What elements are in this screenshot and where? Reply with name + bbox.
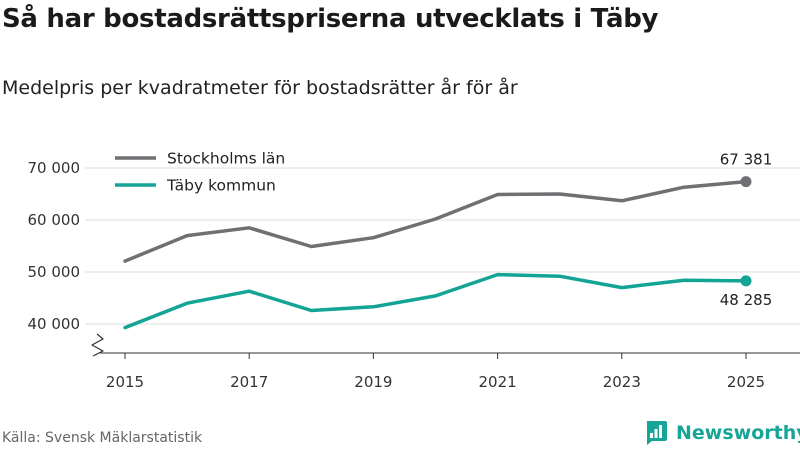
series-end-point[interactable]	[740, 176, 752, 188]
series-line-stockholms-lan[interactable]	[123, 179, 748, 263]
x-tick-label: 2025	[727, 373, 765, 391]
axis-break-icon	[91, 333, 104, 357]
data-label: 67 381	[720, 151, 773, 169]
chart-subtitle: Medelpris per kvadratmeter för bostadsrä…	[2, 77, 518, 99]
y-tick-label: 40 000	[28, 315, 81, 333]
series-end-point[interactable]	[740, 275, 752, 287]
brand-name: Newsworthy	[676, 422, 800, 444]
y-tick-label: 70 000	[28, 159, 81, 177]
x-tick-label: 2017	[230, 373, 268, 391]
x-tick-label: 2019	[354, 373, 392, 391]
legend: Stockholms län Täby kommun	[115, 150, 285, 195]
legend-label: Stockholms län	[167, 150, 285, 168]
legend-label: Täby kommun	[166, 177, 276, 195]
chart-title: Så har bostadsrättspriserna utvecklats i…	[2, 4, 659, 34]
brand-logo[interactable]: Newsworthy	[644, 420, 800, 446]
y-tick-label: 60 000	[28, 211, 81, 229]
series-lines: 67 381 48 285	[123, 151, 773, 330]
gridlines	[85, 167, 800, 325]
x-tick-label: 2021	[479, 373, 517, 391]
data-label: 48 285	[720, 291, 773, 309]
x-axis: 2015 2017 2019 2021 2023 2025	[91, 333, 800, 391]
source-note: Källa: Svensk Mäklarstatistik	[2, 430, 203, 446]
y-axis-ticks: 40 000 50 000 60 000 70 000	[28, 159, 81, 333]
y-tick-label: 50 000	[28, 263, 81, 281]
series-line-taby-kommun[interactable]	[123, 272, 748, 330]
x-tick-label: 2023	[603, 373, 641, 391]
newsworthy-logo-icon	[646, 421, 667, 445]
x-tick-label: 2015	[106, 373, 144, 391]
